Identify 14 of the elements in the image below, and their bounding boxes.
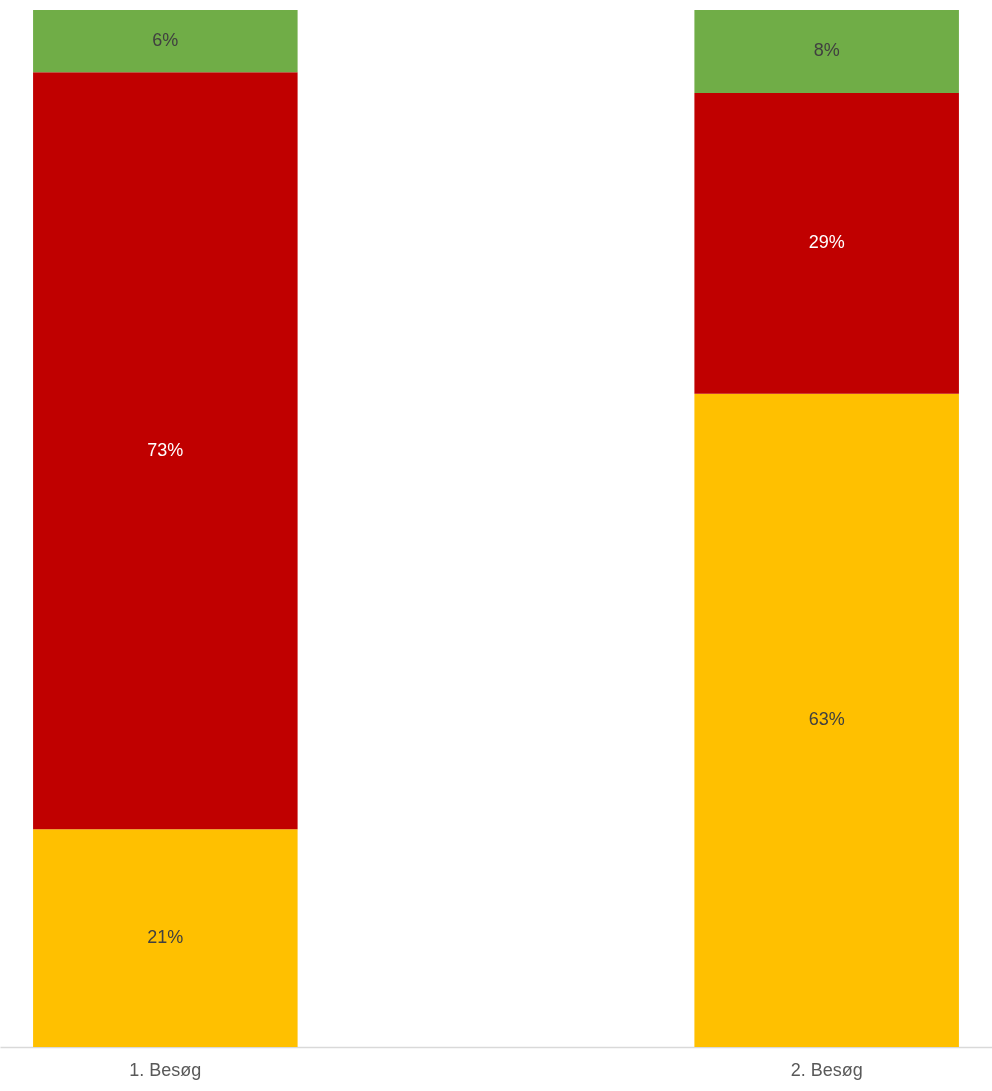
data-label: 73% — [147, 439, 184, 460]
bar — [33, 72, 298, 830]
x-tick-label: 1. Besøg — [129, 1059, 202, 1080]
bar — [694, 10, 959, 93]
data-label: 8% — [813, 40, 840, 61]
data-label: 21% — [147, 927, 184, 948]
data-label: 29% — [808, 232, 845, 253]
bar — [694, 393, 959, 1047]
bar — [33, 10, 298, 73]
x-tick-label: 2. Besøg — [790, 1059, 863, 1080]
data-label: 63% — [808, 709, 845, 730]
data-label: 6% — [152, 30, 179, 51]
bar — [33, 829, 298, 1047]
bar — [694, 92, 959, 394]
